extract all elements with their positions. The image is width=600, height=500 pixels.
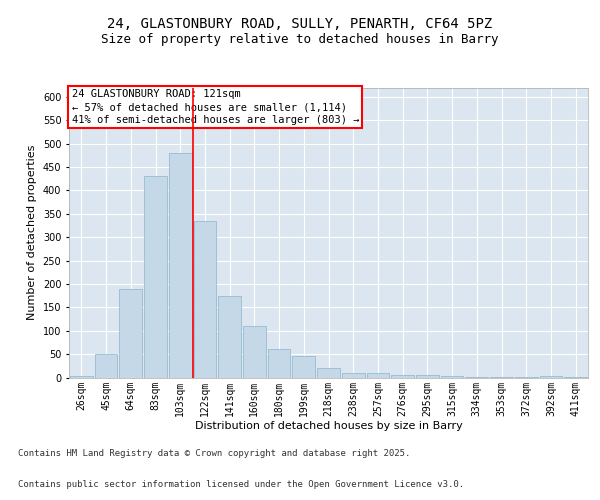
Bar: [243, 326, 266, 378]
Bar: [416, 375, 439, 378]
Text: Contains HM Land Registry data © Crown copyright and database right 2025.: Contains HM Land Registry data © Crown c…: [18, 448, 410, 458]
Bar: [539, 376, 562, 378]
Text: 24, GLASTONBURY ROAD, SULLY, PENARTH, CF64 5PZ: 24, GLASTONBURY ROAD, SULLY, PENARTH, CF…: [107, 18, 493, 32]
Bar: [564, 376, 587, 378]
Bar: [119, 288, 142, 378]
Bar: [218, 296, 241, 378]
Bar: [441, 376, 463, 378]
Bar: [194, 221, 216, 378]
Bar: [391, 375, 414, 378]
Bar: [169, 153, 191, 378]
Bar: [367, 373, 389, 378]
Bar: [317, 368, 340, 378]
Text: Contains public sector information licensed under the Open Government Licence v3: Contains public sector information licen…: [18, 480, 464, 489]
Bar: [466, 376, 488, 378]
Bar: [70, 376, 93, 378]
X-axis label: Distribution of detached houses by size in Barry: Distribution of detached houses by size …: [194, 421, 463, 431]
Text: 24 GLASTONBURY ROAD: 121sqm
← 57% of detached houses are smaller (1,114)
41% of : 24 GLASTONBURY ROAD: 121sqm ← 57% of det…: [71, 89, 359, 126]
Bar: [95, 354, 118, 378]
Bar: [144, 176, 167, 378]
Bar: [268, 350, 290, 378]
Y-axis label: Number of detached properties: Number of detached properties: [27, 145, 37, 320]
Bar: [342, 373, 365, 378]
Bar: [292, 356, 315, 378]
Text: Size of property relative to detached houses in Barry: Size of property relative to detached ho…: [101, 32, 499, 46]
